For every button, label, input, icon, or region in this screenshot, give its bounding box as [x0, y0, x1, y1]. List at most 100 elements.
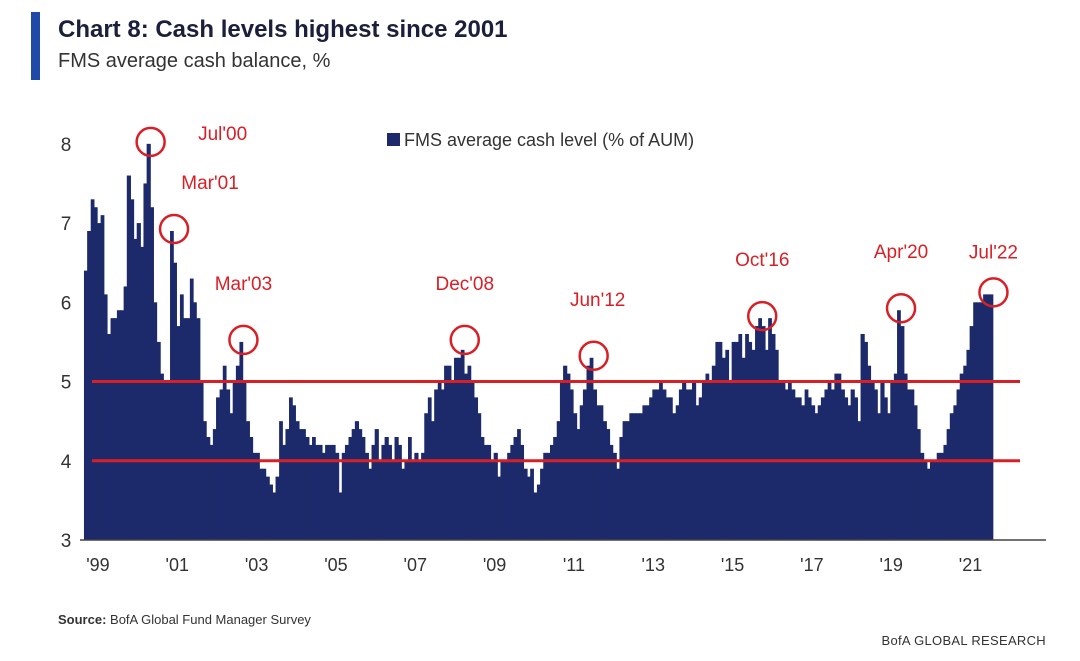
bar	[906, 389, 911, 540]
bar	[711, 365, 716, 540]
bar	[553, 437, 558, 540]
source-note: Source: BofA Global Fund Manager Survey	[58, 612, 311, 627]
bar	[929, 460, 935, 540]
bar	[414, 452, 419, 540]
bar	[810, 405, 816, 540]
bar	[612, 452, 617, 540]
y-tick-label: 5	[61, 373, 72, 394]
bar	[966, 349, 971, 540]
bar	[784, 389, 789, 540]
bar	[771, 334, 776, 540]
bar	[510, 444, 515, 540]
bar	[857, 421, 862, 540]
bar	[302, 429, 306, 540]
bar	[222, 365, 227, 540]
bar	[331, 444, 336, 540]
bar	[926, 468, 931, 540]
bar	[791, 389, 796, 540]
bar	[860, 334, 865, 540]
bar	[758, 318, 762, 540]
bar	[976, 302, 981, 540]
bar	[916, 429, 921, 540]
bar	[388, 444, 392, 540]
bar	[170, 231, 174, 540]
bar	[150, 207, 154, 541]
bar	[718, 341, 723, 540]
bar	[678, 389, 683, 540]
source-text: BofA Global Fund Manager Survey	[110, 612, 311, 627]
bar	[774, 349, 779, 540]
x-tick-label: '13	[642, 555, 665, 575]
bar	[969, 326, 974, 540]
bar	[854, 397, 858, 540]
x-tick-label: '99	[86, 555, 109, 575]
bar	[325, 444, 330, 540]
bar	[592, 389, 598, 540]
x-tick-label: '17	[800, 555, 823, 575]
bar	[943, 444, 948, 540]
bar	[586, 365, 591, 540]
y-tick-label: 8	[61, 135, 72, 156]
bar	[936, 452, 941, 540]
bar	[120, 310, 125, 540]
bar	[341, 452, 346, 540]
x-tick-label: '03	[245, 555, 268, 575]
bar	[239, 341, 244, 540]
bar	[497, 476, 502, 540]
bar	[956, 389, 961, 540]
bar	[550, 444, 554, 540]
bar	[959, 373, 964, 540]
bar	[649, 397, 653, 540]
annotation-label: Jul'00	[198, 124, 247, 145]
bar	[602, 421, 607, 540]
bar	[90, 199, 95, 540]
bar	[979, 302, 984, 540]
bar	[963, 365, 968, 540]
bar	[153, 302, 158, 540]
bar	[751, 349, 756, 540]
bar	[645, 405, 650, 540]
bar	[216, 397, 221, 540]
bar	[500, 460, 505, 540]
bar	[622, 421, 627, 540]
legend: FMS average cash level (% of AUM)	[387, 130, 694, 150]
bar	[408, 437, 412, 540]
x-tick-label: '05	[324, 555, 347, 575]
bar	[116, 310, 122, 540]
bar	[487, 444, 492, 540]
bar	[609, 444, 614, 540]
bar	[639, 413, 644, 540]
x-tick-label: '21	[959, 555, 982, 575]
bar	[923, 460, 928, 540]
bars-group	[83, 143, 994, 541]
bar	[298, 429, 303, 540]
x-tick-label: '19	[879, 555, 902, 575]
bar	[794, 397, 799, 540]
bar	[807, 397, 812, 540]
bar	[576, 429, 581, 540]
bar	[933, 460, 938, 540]
bar	[371, 444, 376, 540]
bar	[632, 413, 637, 540]
bar	[305, 437, 310, 540]
bar	[731, 341, 736, 540]
bar	[245, 421, 250, 540]
bar	[262, 468, 267, 540]
bar	[308, 444, 313, 540]
bar	[804, 389, 809, 540]
bar	[900, 326, 905, 540]
bar	[265, 476, 270, 540]
bar	[176, 326, 181, 540]
x-tick-label: '07	[404, 555, 427, 575]
bar	[507, 452, 511, 540]
bar	[715, 341, 720, 540]
bar	[126, 175, 131, 541]
bar	[953, 405, 958, 540]
bar	[503, 460, 508, 540]
bar	[193, 302, 197, 540]
x-tick-label: '09	[483, 555, 506, 575]
bar	[569, 389, 574, 540]
bar	[189, 278, 194, 540]
legend-label: FMS average cash level (% of AUM)	[404, 130, 694, 150]
